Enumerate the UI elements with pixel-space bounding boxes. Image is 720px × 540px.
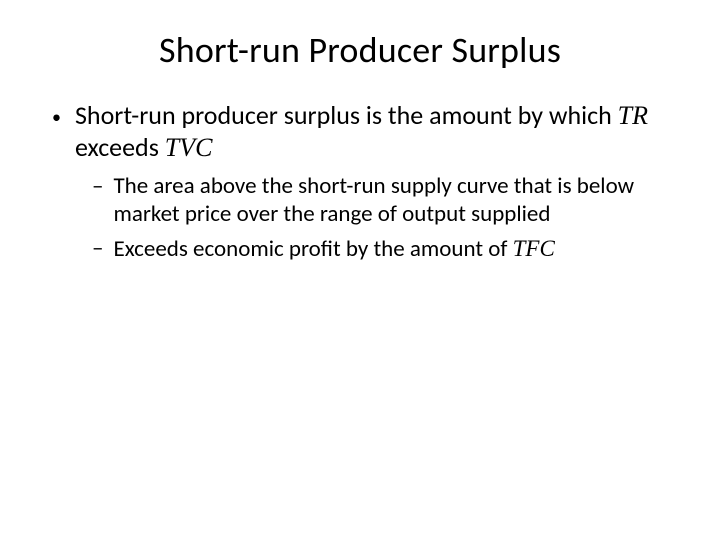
slide-body: • Short-run producer surplus is the amou… — [50, 100, 670, 263]
bullet-marker-disc-icon: • — [52, 107, 61, 129]
bullet-marker-dash-icon: – — [92, 235, 103, 263]
text-segment: Exceeds economic profit by the amount of — [113, 235, 512, 263]
bullet-text: The area above the short-run supply curv… — [113, 173, 670, 228]
bullet-level1: • Short-run producer surplus is the amou… — [50, 100, 670, 163]
text-segment: exceeds — [75, 131, 165, 163]
bullet-marker-dash-icon: – — [92, 173, 103, 201]
slide-title: Short-run Producer Surplus — [50, 28, 670, 72]
text-segment-italic: TFC — [513, 236, 555, 261]
bullet-text: Short-run producer surplus is the amount… — [75, 100, 670, 163]
bullet-level2: – Exceeds economic profit by the amount … — [50, 235, 670, 264]
text-segment-italic: TR — [618, 101, 648, 130]
text-segment: The area above the short-run supply curv… — [113, 172, 634, 228]
bullet-text: Exceeds economic profit by the amount of… — [113, 235, 670, 264]
text-segment: Short-run producer surplus is the amount… — [75, 99, 618, 131]
bullet-level2: – The area above the short-run supply cu… — [50, 173, 670, 228]
text-segment-italic: TVC — [165, 133, 213, 162]
